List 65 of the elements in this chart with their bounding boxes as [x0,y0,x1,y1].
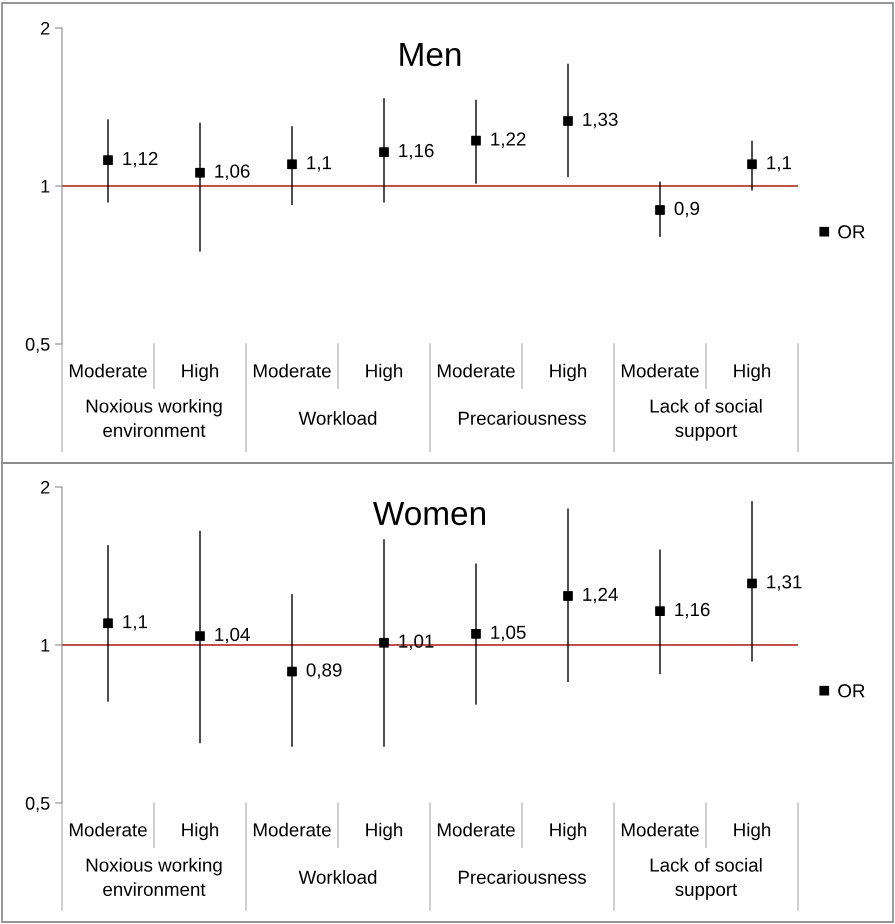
x-tick-label: High [366,822,402,840]
x-tick-label: Moderate [70,822,147,836]
y-tick-label: 2 [41,480,50,494]
text: Noxious working environment [86,858,222,896]
data-label: 0,9 [674,202,700,218]
legend-label: OR [838,684,865,698]
y-tick-label: 1 [42,639,50,652]
point [379,147,389,158]
x-tick-label: Moderate [438,364,515,378]
chart-title: Men [400,42,460,66]
data-label: 1,16 [399,144,434,160]
data-label: 0,89 [306,663,342,679]
y-tick-label: 0,5 [26,338,50,353]
data-label: 1,31 [767,575,802,591]
x-tick-label: High [734,822,770,840]
data-label: 1,1 [307,156,332,172]
point [471,136,481,146]
y-tick-label: 0,5 [26,796,50,812]
point [103,155,113,166]
data-label: 1,05 [491,626,526,642]
data-label: 1,33 [583,112,618,128]
point [195,168,205,178]
point [563,116,573,126]
text: Lack of social support [650,858,762,900]
text: Precariousness [458,870,586,884]
point [563,591,573,601]
y-tick-label: 1 [42,180,50,193]
data-label: 1,24 [583,588,618,604]
y-tick-label: 2 [41,22,50,35]
point [379,638,389,648]
x-tick-label: Moderate [254,364,331,378]
x-tick-label: Moderate [254,822,331,836]
x-tick-label: Moderate [438,822,515,836]
x-tick-label: High [182,822,218,840]
point [471,629,481,639]
point [747,578,757,588]
point [287,159,297,170]
point [655,205,665,215]
data-label: 1,1 [123,615,148,631]
x-tick-label: High [734,364,770,382]
text: Workload [298,870,376,884]
data-label: 1,1 [767,156,792,172]
point [287,666,297,676]
data-label: 1,04 [215,628,250,644]
x-tick-label: Moderate [622,364,699,378]
text: Precariousness [458,411,586,425]
data-label: 1,06 [215,164,250,180]
point [747,159,757,170]
x-tick-label: High [550,364,586,382]
legend-label: OR [838,225,865,238]
x-tick-label: High [366,364,402,382]
data-label: 1,12 [123,152,158,168]
x-tick-label: High [550,822,586,840]
data-label: 1,22 [491,132,526,148]
text: Lack of social support [650,398,762,441]
point [103,618,113,628]
data-label: 1,16 [675,602,710,618]
point [655,606,665,616]
x-tick-label: Moderate [622,822,699,836]
chart-title: Women [373,502,485,526]
x-tick-label: Moderate [70,364,147,378]
text: Workload [298,411,376,425]
point [195,631,205,641]
text: Noxious working environment [86,398,222,438]
x-tick-label: High [182,364,218,382]
